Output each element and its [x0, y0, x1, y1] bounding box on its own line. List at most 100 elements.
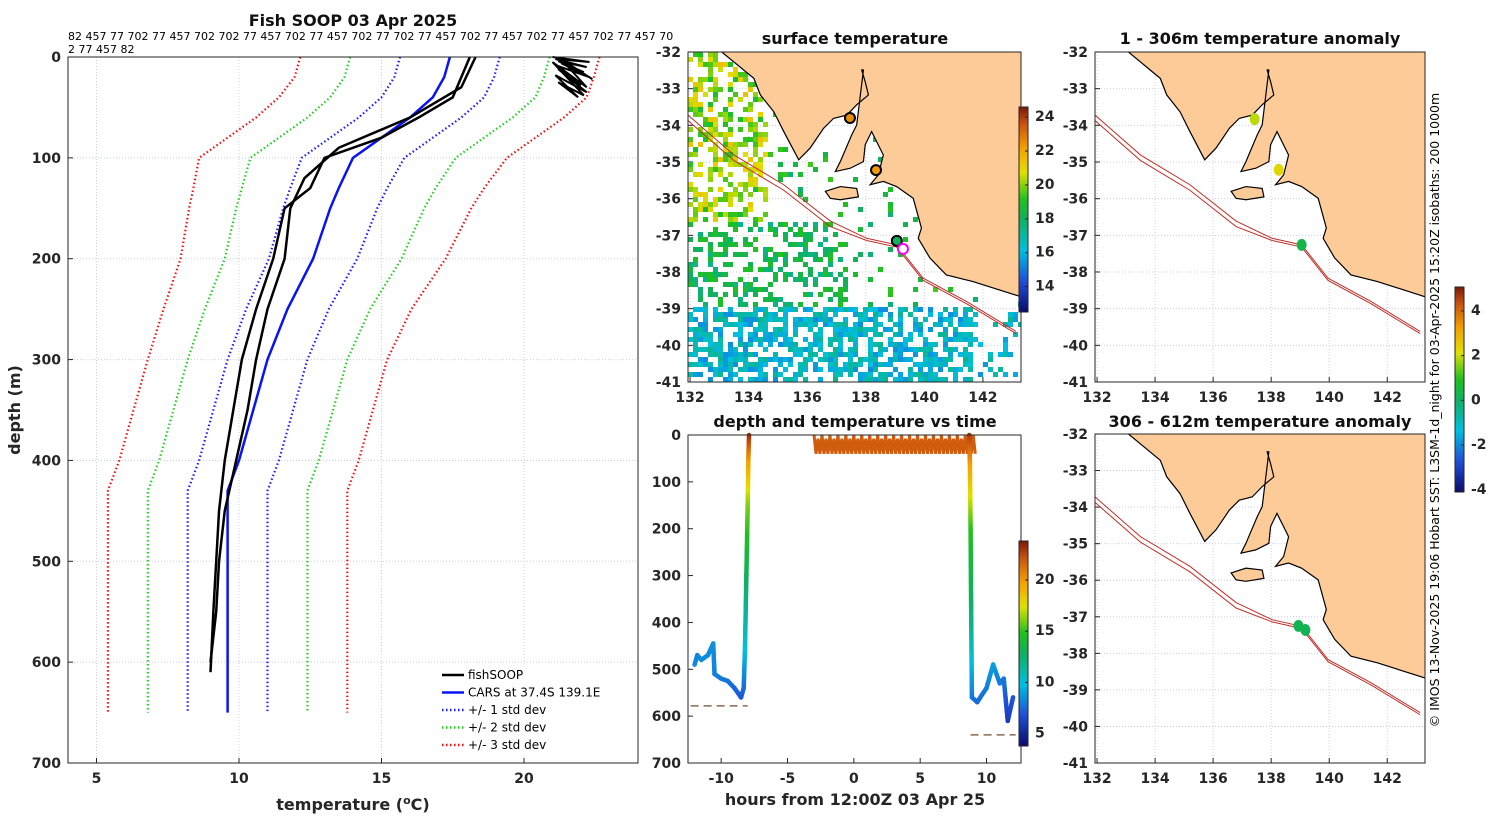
sst-pixel — [888, 202, 893, 207]
sst-pixel — [813, 342, 818, 347]
sst-pixel — [713, 227, 718, 232]
y-tick-label: 400 — [32, 453, 61, 469]
sst-pixel — [713, 77, 718, 82]
sst-pixel — [688, 182, 693, 187]
sst-pixel — [838, 297, 843, 302]
sst-pixel — [728, 157, 733, 162]
sst-pixel — [713, 212, 718, 217]
sst-pixel — [703, 77, 708, 82]
sst-pixel — [693, 107, 698, 112]
sst-pixel — [1008, 317, 1013, 322]
sst-pixel — [768, 257, 773, 262]
sst-pixel — [688, 167, 693, 172]
sst-pixel — [898, 327, 903, 332]
sst-pixel — [713, 62, 718, 67]
sst-pixel — [778, 362, 783, 367]
sst-pixel — [913, 362, 918, 367]
sst-pixel — [718, 252, 723, 257]
sst-pixel — [933, 342, 938, 347]
sst-pixel — [968, 317, 973, 322]
sst-pixel — [743, 317, 748, 322]
sst-pixel — [868, 317, 873, 322]
sst-pixel — [703, 217, 708, 222]
sst-pixel — [963, 317, 968, 322]
sst-pixel — [1018, 322, 1021, 327]
sst-pixel — [688, 217, 693, 222]
colorbar-tick-label: 5 — [1035, 726, 1045, 742]
sst-pixel — [968, 342, 973, 347]
sst-pixel — [703, 317, 708, 322]
sst-pixel — [733, 312, 738, 317]
sst-pixel — [918, 367, 923, 372]
header-line-2: 2 77 457 82 — [68, 43, 134, 56]
sst-pixel — [753, 167, 758, 172]
sst-pixel — [848, 337, 853, 342]
sst-pixel — [888, 362, 893, 367]
sst-pixel — [808, 267, 813, 272]
sst-pixel — [688, 77, 693, 82]
sst-pixel — [938, 357, 943, 362]
sst-pixel — [718, 347, 723, 352]
sst-pixel — [828, 252, 833, 257]
sst-pixel — [798, 187, 803, 192]
sst-pixel — [868, 352, 873, 357]
sst-pixel — [688, 337, 693, 342]
sst-pixel — [698, 207, 703, 212]
sst-pixel — [803, 252, 808, 257]
sst-pixel — [688, 187, 693, 192]
sst-pixel — [898, 252, 903, 257]
sst-pixel — [878, 307, 883, 312]
sst-pixel — [778, 177, 783, 182]
sst-pixel — [803, 362, 808, 367]
sst-pixel — [878, 322, 883, 327]
sst-pixel — [843, 362, 848, 367]
sst-pixel — [768, 222, 773, 227]
sst-pixel — [803, 357, 808, 362]
legend-label: CARS at 37.4S 139.1E — [468, 686, 600, 700]
sst-pixel — [743, 72, 748, 77]
sst-pixel — [928, 342, 933, 347]
sst-pixel — [708, 52, 713, 57]
sst-pixel — [728, 367, 733, 372]
sst-pixel — [813, 362, 818, 367]
sst-pixel — [708, 167, 713, 172]
sst-pixel — [813, 312, 818, 317]
sst-pixel — [698, 287, 703, 292]
sst-pixel — [703, 192, 708, 197]
sst-pixel — [893, 377, 898, 382]
sst-pixel — [938, 377, 943, 382]
sst-pixel — [748, 172, 753, 177]
sst-pixel — [853, 257, 858, 262]
sst-pixel — [813, 167, 818, 172]
y-tick-label: 600 — [32, 655, 61, 671]
sst-pixel — [713, 57, 718, 62]
sst-pixel — [733, 282, 738, 287]
x-tick-label: 136 — [1199, 771, 1228, 787]
sst-pixel — [738, 97, 743, 102]
sst-pixel — [963, 377, 968, 382]
sst-pixel — [723, 377, 728, 382]
sst-pixel — [798, 347, 803, 352]
isobath-1000m — [1095, 501, 1421, 716]
sst-pixel — [988, 357, 993, 362]
sst-pixel — [893, 332, 898, 337]
sst-pixel — [743, 342, 748, 347]
sst-pixel — [693, 277, 698, 282]
sst-pixel — [773, 297, 778, 302]
sst-pixel — [913, 287, 918, 292]
sst-pixel — [703, 62, 708, 67]
sst-pixel — [698, 202, 703, 207]
sst-pixel — [688, 372, 693, 377]
sst-pixel — [708, 242, 713, 247]
sst-pixel — [713, 327, 718, 332]
sst-pixel — [708, 207, 713, 212]
sst-pixel — [743, 312, 748, 317]
sst-pixel — [818, 317, 823, 322]
sst-pixel — [753, 162, 758, 167]
sst-pixel — [708, 262, 713, 267]
colorbar-tick-label: 4 — [1471, 303, 1481, 319]
sst-pixel — [928, 357, 933, 362]
sst-pixel — [748, 167, 753, 172]
sst-pixel — [713, 292, 718, 297]
sst-pixel — [728, 147, 733, 152]
